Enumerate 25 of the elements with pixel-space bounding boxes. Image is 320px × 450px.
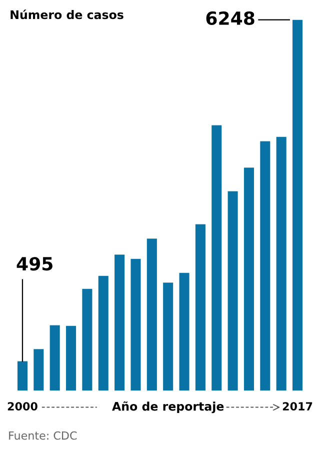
bar bbox=[195, 224, 206, 391]
bar bbox=[34, 349, 44, 391]
bar bbox=[146, 238, 157, 391]
bar bbox=[276, 136, 286, 391]
bar bbox=[114, 254, 125, 391]
bar bbox=[66, 326, 76, 391]
x-tick-label: 2000 bbox=[8, 402, 38, 411]
bar bbox=[98, 276, 108, 391]
bar bbox=[179, 272, 190, 391]
data-label: 6248 bbox=[206, 11, 254, 26]
bar bbox=[292, 20, 303, 391]
bar bbox=[130, 258, 141, 391]
source-note: Fuente: CDC bbox=[9, 431, 77, 440]
data-label: 495 bbox=[16, 256, 52, 271]
bar bbox=[228, 191, 238, 391]
bar bbox=[17, 361, 28, 391]
x-axis-title: Año de reportaje bbox=[112, 401, 224, 414]
bar bbox=[260, 141, 270, 391]
chart-title: Número de casos bbox=[10, 10, 124, 20]
bar bbox=[82, 288, 92, 391]
bar bbox=[50, 325, 60, 391]
x-tick-label: 2017 bbox=[282, 402, 312, 411]
bar bbox=[212, 125, 222, 391]
bar bbox=[244, 168, 254, 391]
bar bbox=[163, 282, 174, 391]
